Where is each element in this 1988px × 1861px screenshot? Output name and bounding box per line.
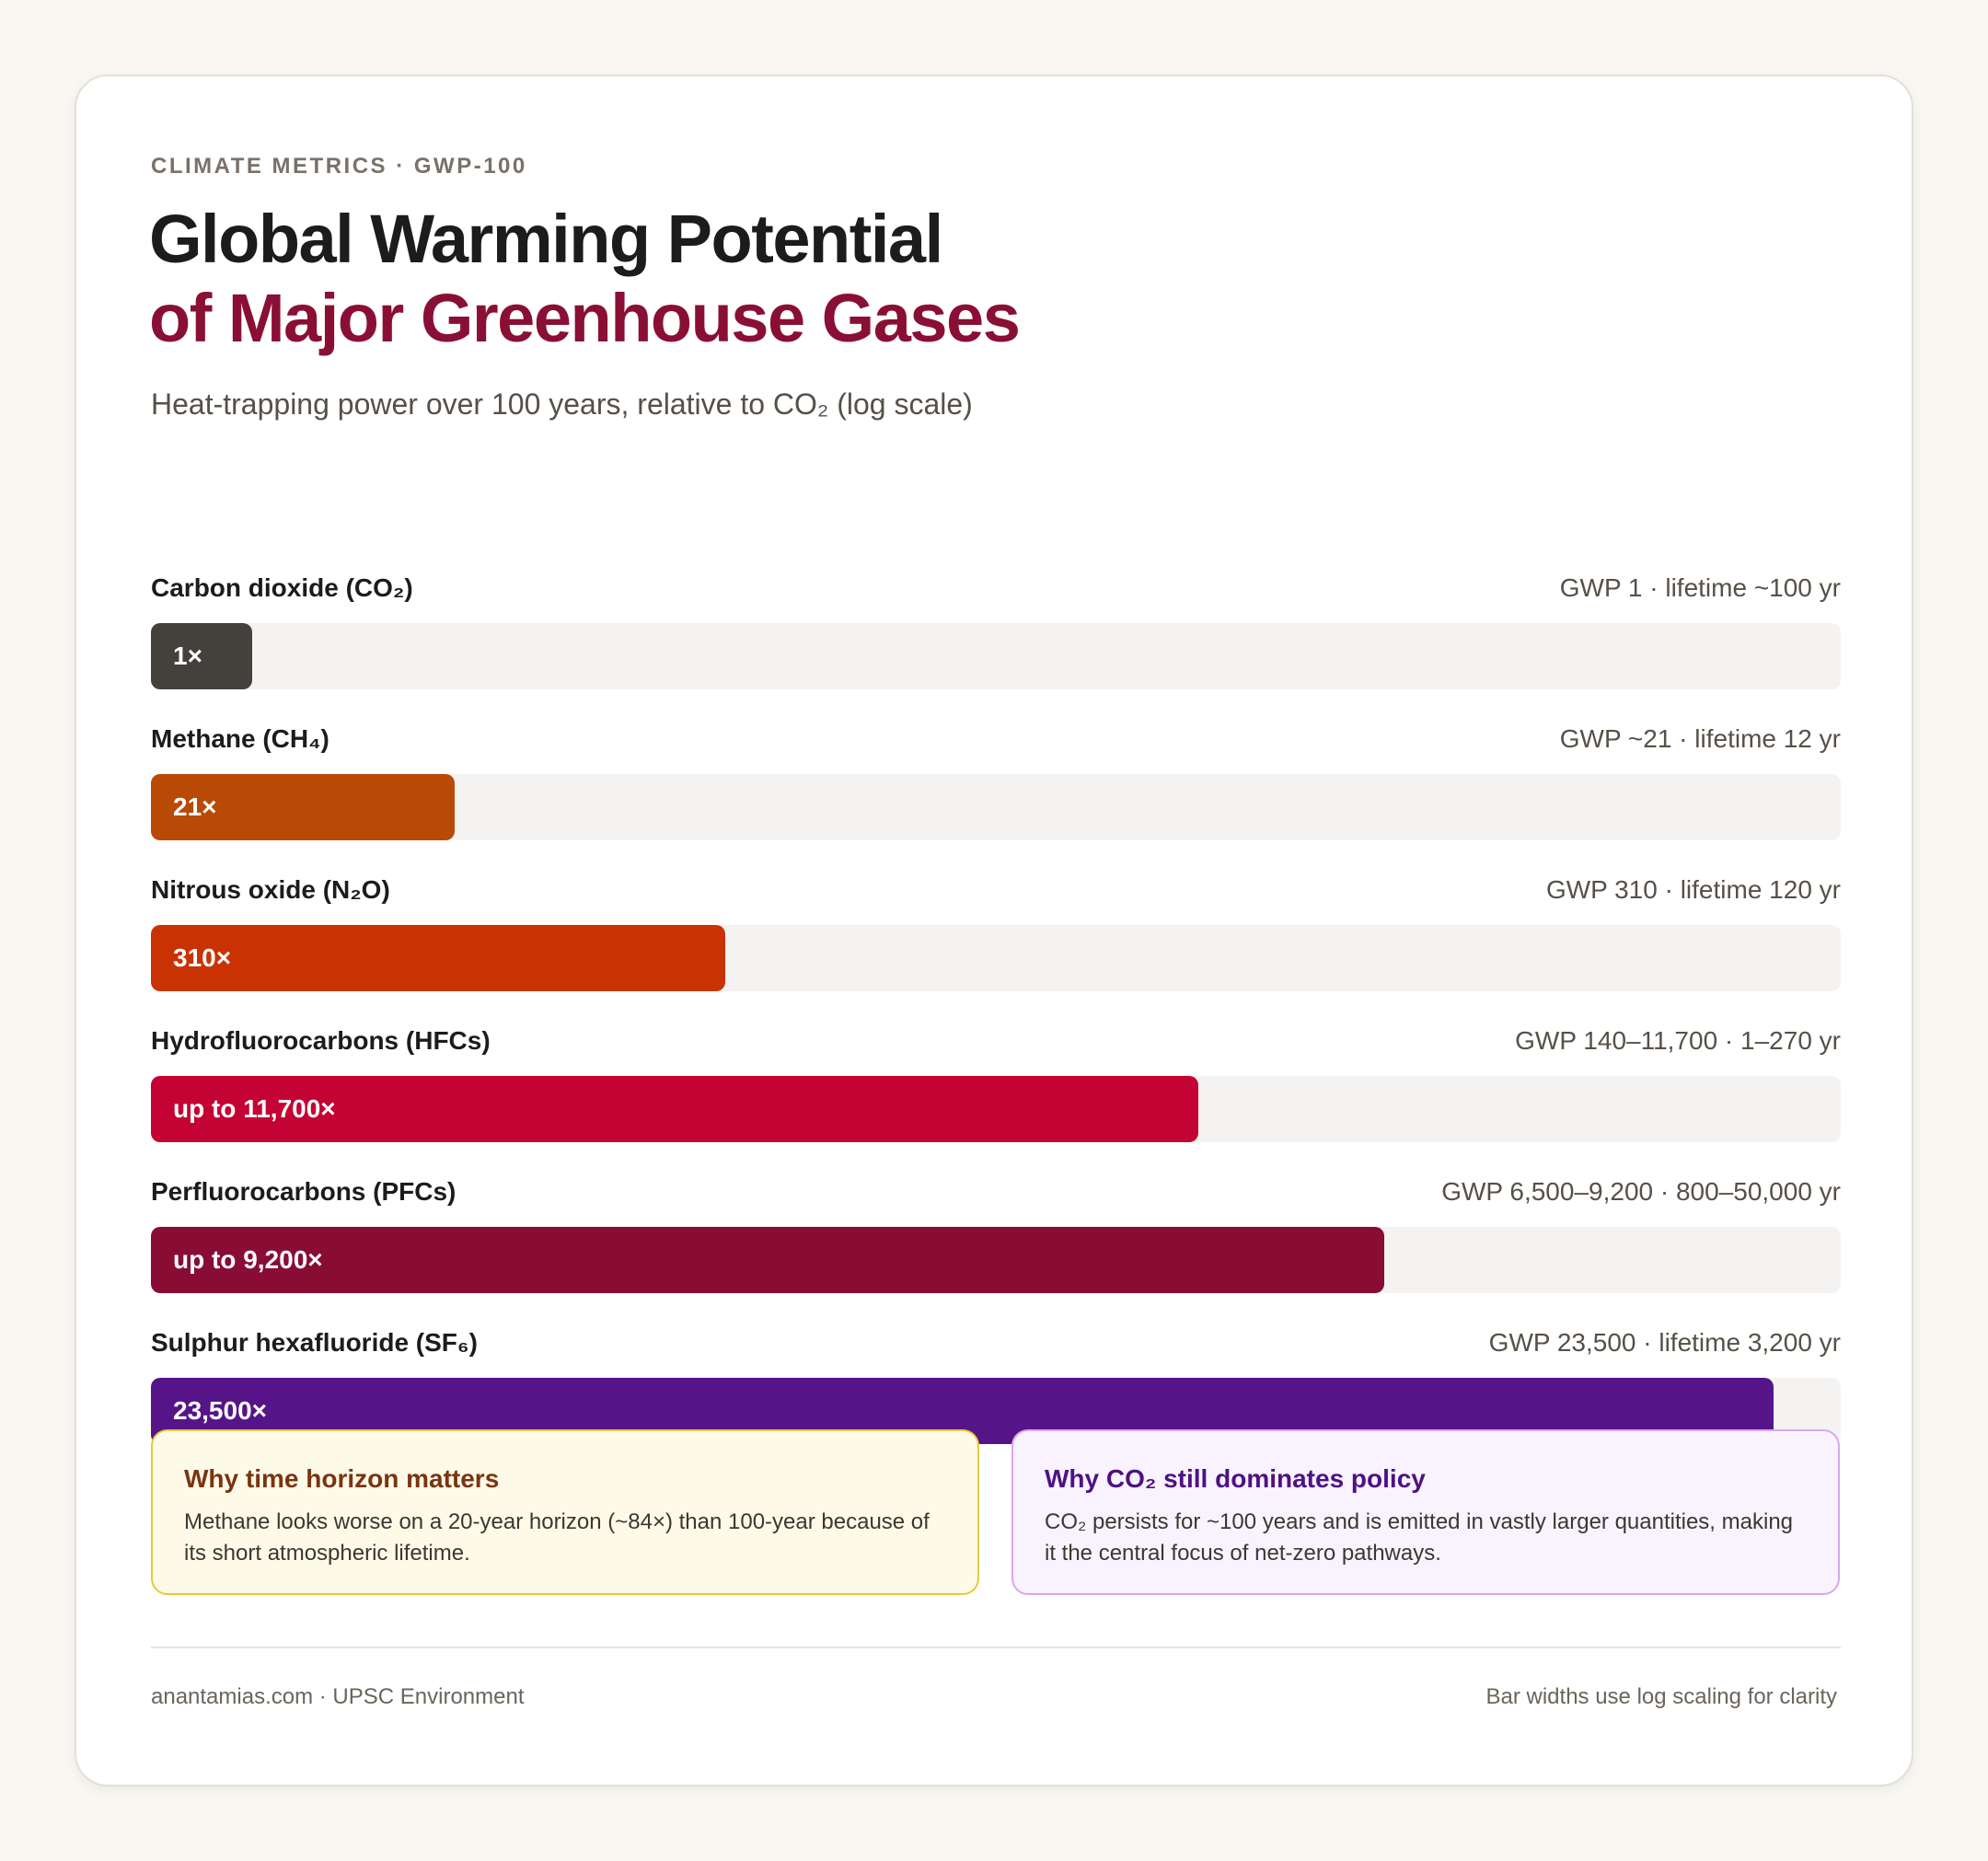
bar-value-label: 310×	[173, 943, 232, 972]
note-co2-policy: Why CO₂ still dominates policy CO₂ persi…	[1011, 1429, 1840, 1595]
bar-row: Carbon dioxide (CO₂) GWP 1 · lifetime ~10…	[151, 573, 1841, 724]
gwp-meta-label: GWP 1 · lifetime ~100 yr	[1559, 573, 1841, 602]
note-body: CO₂ persists for ~100 years and is emitt…	[1045, 1509, 1794, 1566]
bar-value-label: 1×	[173, 642, 202, 670]
category-label: Nitrous oxide (N₂O)	[151, 875, 390, 904]
page-title-line-1: Global Warming Potential	[149, 201, 943, 277]
category-label: Sulphur hexafluoride (SF₆)	[151, 1328, 478, 1357]
bar: up to 11,700×	[151, 1076, 1198, 1142]
bar-row: Methane (CH₄) GWP ~21 · lifetime 12 yr 21×	[151, 724, 1841, 875]
footer-scale-note: Bar widths use log scaling for clarity	[1485, 1684, 1838, 1709]
bar-track: 21×	[151, 774, 1841, 840]
footer-source: anantamias.com · UPSC Environment	[151, 1684, 525, 1709]
bar-value-label: 23,500×	[173, 1396, 267, 1425]
footer-divider	[151, 1647, 1841, 1648]
infographic-card: CLIMATE METRICS · GWP-100 Global Warming…	[75, 75, 1913, 1786]
page-title-line-2: of Major Greenhouse Gases	[149, 280, 1021, 356]
bar-track: 310×	[151, 925, 1841, 991]
category-label: Hydrofluorocarbons (HFCs)	[151, 1026, 491, 1055]
gwp-meta-label: GWP 23,500 · lifetime 3,200 yr	[1488, 1328, 1841, 1357]
bar: 1×	[151, 623, 252, 689]
bar-row: Nitrous oxide (N₂O) GWP 310 · lifetime 12…	[151, 875, 1841, 1026]
note-time-horizon: Why time horizon matters Methane looks w…	[151, 1429, 979, 1595]
note-title: Why time horizon matters	[184, 1464, 500, 1493]
chart-subtitle: Heat-trapping power over 100 years, rela…	[151, 387, 973, 421]
gwp-meta-label: GWP 310 · lifetime 120 yr	[1545, 875, 1841, 904]
category-label: Methane (CH₄)	[151, 724, 329, 753]
eyebrow-label: CLIMATE METRICS · GWP-100	[151, 154, 527, 179]
category-label: Perfluorocarbons (PFCs)	[151, 1177, 457, 1206]
bar-track: up to 11,700×	[151, 1076, 1841, 1142]
note-title: Why CO₂ still dominates policy	[1045, 1464, 1426, 1493]
bar-value-label: up to 9,200×	[173, 1245, 323, 1274]
gwp-meta-label: GWP 6,500–9,200 · 800–50,000 yr	[1441, 1177, 1841, 1206]
bar-track: up to 9,200×	[151, 1227, 1841, 1293]
note-body: Methane looks worse on a 20-year horizon…	[184, 1509, 930, 1566]
category-label: Carbon dioxide (CO₂)	[151, 573, 413, 602]
bar-row: Hydrofluorocarbons (HFCs) GWP 140–11,700 …	[151, 1026, 1841, 1177]
bar: 21×	[151, 774, 455, 840]
gwp-meta-label: GWP ~21 · lifetime 12 yr	[1559, 724, 1841, 753]
gwp-meta-label: GWP 140–11,700 · 1–270 yr	[1515, 1026, 1841, 1055]
bar: up to 9,200×	[151, 1227, 1384, 1293]
bar-track: 1×	[151, 623, 1841, 689]
bar: 310×	[151, 925, 725, 991]
bar-value-label: 21×	[173, 792, 217, 821]
bar-row: Perfluorocarbons (PFCs) GWP 6,500–9,200 ·…	[151, 1177, 1841, 1328]
bar-value-label: up to 11,700×	[173, 1094, 336, 1123]
